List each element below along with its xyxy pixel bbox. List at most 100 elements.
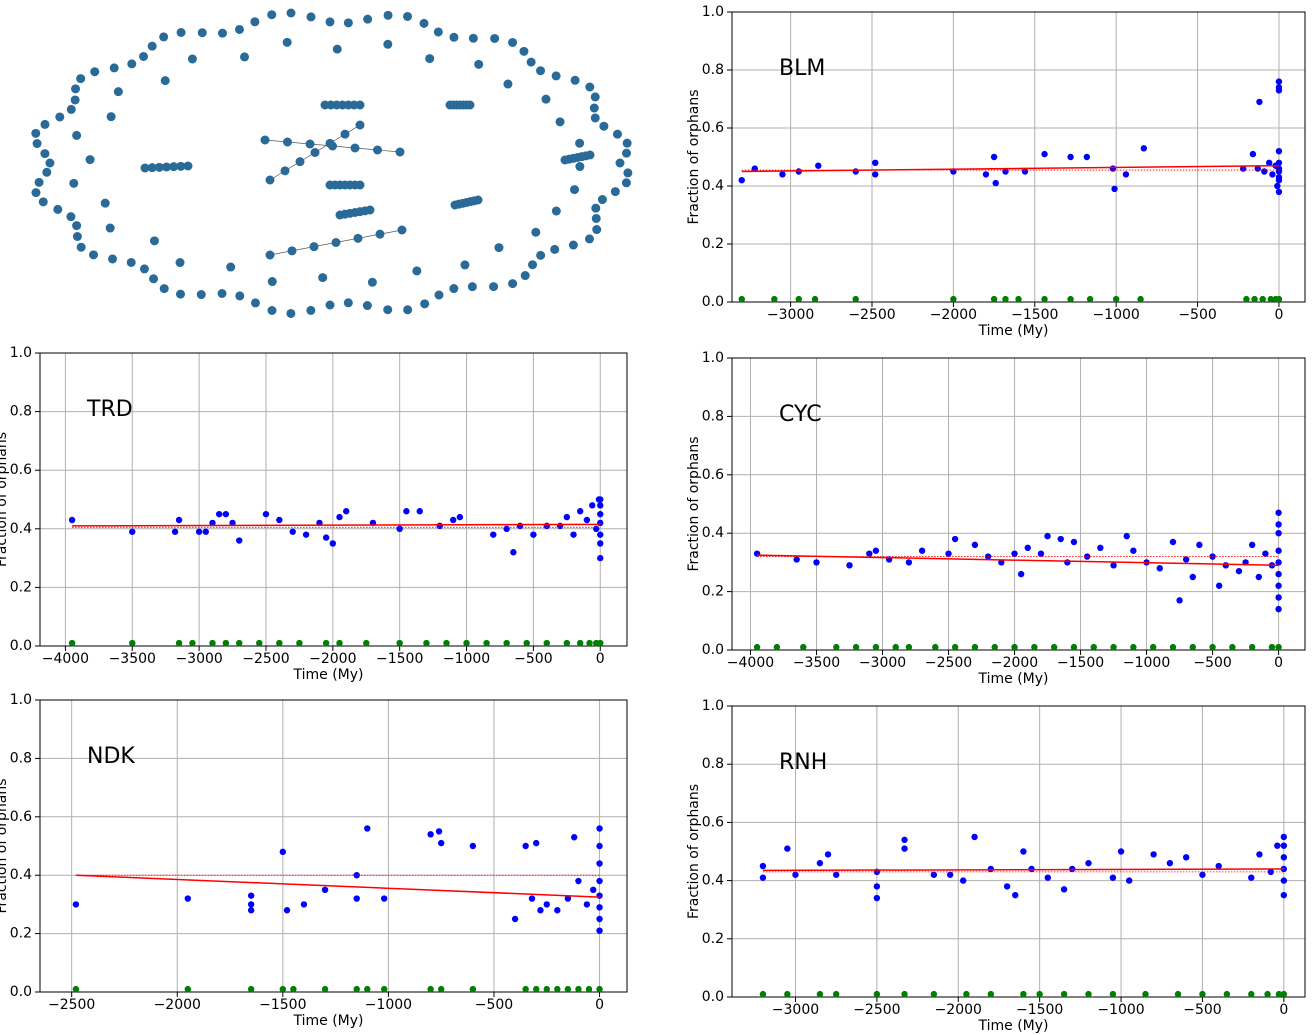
- data-point: [184, 985, 192, 993]
- data-point: [396, 639, 403, 647]
- x-tick-label: 0: [595, 997, 604, 1013]
- data-point: [1275, 521, 1282, 528]
- data-point: [590, 886, 597, 893]
- data-point: [1085, 859, 1092, 867]
- network-node: [187, 54, 197, 64]
- network-node: [536, 250, 546, 260]
- network-node: [591, 203, 601, 213]
- network-node: [72, 232, 82, 242]
- network-node: [169, 162, 179, 172]
- data-point: [784, 990, 791, 998]
- network-node: [570, 185, 580, 195]
- data-point: [1196, 541, 1203, 549]
- data-point: [990, 153, 998, 161]
- chart-panel: −2500 −2000 −1500 −1000 −500 0 0.0 0.2 0.4 0.6 0.8…: [0, 692, 628, 1029]
- data-point: [1268, 643, 1276, 651]
- network-node: [72, 221, 82, 231]
- data-point: [800, 643, 807, 651]
- data-point: [1015, 295, 1022, 303]
- data-point: [971, 833, 978, 841]
- data-point: [577, 639, 584, 647]
- data-point: [554, 985, 561, 993]
- network-node: [412, 266, 422, 276]
- x-tick-label: −3000: [175, 651, 222, 667]
- network-node: [306, 12, 316, 22]
- data-point: [329, 540, 337, 547]
- data-point: [575, 985, 582, 993]
- data-point: [503, 639, 510, 647]
- x-tick-label: −500: [1178, 307, 1216, 323]
- data-point: [523, 639, 530, 647]
- network-node: [149, 236, 159, 246]
- x-tick-label: −2000: [935, 1002, 982, 1018]
- network-node: [45, 158, 55, 168]
- network-node: [90, 67, 100, 77]
- data-point: [1011, 643, 1018, 651]
- data-point: [1209, 643, 1216, 651]
- data-point: [1275, 148, 1283, 155]
- data-point: [759, 874, 767, 881]
- data-point: [1050, 643, 1058, 651]
- data-point: [1109, 990, 1117, 998]
- data-point: [1123, 532, 1130, 540]
- data-point: [1130, 643, 1137, 651]
- data-point: [1060, 990, 1068, 998]
- network-node: [175, 289, 185, 299]
- panel-label: BLM: [779, 56, 825, 81]
- x-tick-label: −1500: [1011, 307, 1058, 323]
- chart-panel: −3000 −2500 −2000 −1500 −1000 −500 0 0.0 0.2 0.4 0…: [686, 698, 1306, 1034]
- data-point: [1199, 871, 1206, 878]
- data-point: [585, 985, 593, 993]
- y-tick-label: 0.2: [702, 584, 724, 600]
- network-node: [31, 188, 41, 198]
- data-point: [1275, 643, 1282, 651]
- data-point: [1280, 854, 1288, 861]
- network-node: [267, 277, 277, 287]
- y-tick-label: 0.8: [702, 756, 724, 772]
- data-point: [175, 516, 183, 524]
- network-node: [325, 138, 335, 148]
- network-node: [622, 138, 632, 148]
- network-node: [520, 271, 530, 281]
- data-point: [543, 522, 550, 530]
- data-point: [423, 639, 430, 647]
- data-point: [846, 562, 853, 569]
- data-point: [290, 985, 297, 993]
- data-point: [1109, 165, 1117, 172]
- data-point: [832, 871, 840, 878]
- data-point: [571, 834, 578, 841]
- network-node: [353, 233, 363, 243]
- data-point: [586, 639, 593, 647]
- data-point: [427, 831, 434, 838]
- panel-label: TRD: [86, 397, 133, 422]
- data-point: [215, 510, 223, 518]
- data-point: [813, 559, 820, 566]
- data-point: [1041, 150, 1048, 158]
- y-tick-label: 1.0: [10, 345, 32, 361]
- x-tick-label: −1500: [1057, 655, 1104, 671]
- y-tick-label: 0.2: [702, 236, 724, 252]
- data-point: [946, 871, 954, 878]
- data-point: [824, 851, 832, 858]
- network-node: [71, 84, 81, 94]
- data-point: [1067, 295, 1074, 303]
- network-node: [100, 198, 110, 208]
- data-point: [396, 525, 403, 532]
- data-point: [971, 541, 979, 549]
- network-node: [226, 262, 236, 272]
- data-point: [1083, 153, 1091, 161]
- x-tick-label: −3000: [859, 655, 906, 671]
- data-point: [570, 531, 577, 538]
- data-point: [1261, 168, 1268, 175]
- y-tick-label: 1.0: [702, 350, 724, 366]
- network-node: [465, 100, 475, 110]
- network-node: [66, 104, 76, 114]
- network-node: [362, 301, 372, 311]
- data-point: [1044, 532, 1051, 540]
- data-point: [353, 985, 360, 993]
- data-point: [363, 639, 370, 647]
- data-point: [872, 547, 880, 554]
- network-node: [474, 59, 484, 69]
- network-node: [363, 14, 373, 24]
- y-tick-label: 0.4: [702, 873, 724, 889]
